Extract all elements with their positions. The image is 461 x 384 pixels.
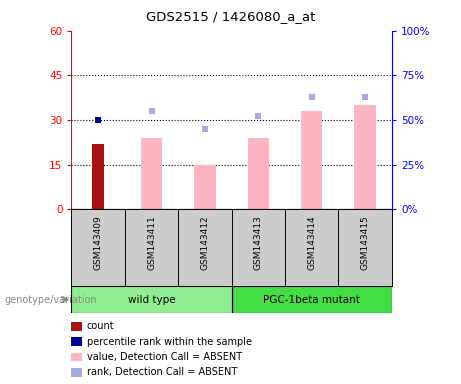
Bar bbox=[194, 165, 216, 209]
Text: wild type: wild type bbox=[128, 295, 175, 305]
Bar bbox=[92, 144, 104, 209]
Text: value, Detection Call = ABSENT: value, Detection Call = ABSENT bbox=[87, 352, 242, 362]
Text: GSM143412: GSM143412 bbox=[201, 215, 209, 270]
Text: genotype/variation: genotype/variation bbox=[5, 295, 97, 305]
Text: GDS2515 / 1426080_a_at: GDS2515 / 1426080_a_at bbox=[146, 10, 315, 23]
Text: percentile rank within the sample: percentile rank within the sample bbox=[87, 337, 252, 347]
Bar bbox=[71, 338, 82, 346]
Bar bbox=[71, 286, 231, 313]
Bar bbox=[141, 138, 162, 209]
Text: GSM143415: GSM143415 bbox=[361, 215, 370, 270]
Bar bbox=[355, 105, 376, 209]
Text: rank, Detection Call = ABSENT: rank, Detection Call = ABSENT bbox=[87, 367, 237, 377]
Bar bbox=[301, 111, 322, 209]
Bar bbox=[231, 286, 392, 313]
Bar bbox=[71, 368, 82, 377]
Bar bbox=[71, 322, 82, 331]
Text: GSM143414: GSM143414 bbox=[307, 215, 316, 270]
Bar bbox=[71, 353, 82, 361]
Text: GSM143413: GSM143413 bbox=[254, 215, 263, 270]
Text: GSM143409: GSM143409 bbox=[94, 215, 103, 270]
Text: count: count bbox=[87, 321, 114, 331]
Text: PGC-1beta mutant: PGC-1beta mutant bbox=[263, 295, 360, 305]
Bar bbox=[248, 138, 269, 209]
Text: GSM143411: GSM143411 bbox=[147, 215, 156, 270]
